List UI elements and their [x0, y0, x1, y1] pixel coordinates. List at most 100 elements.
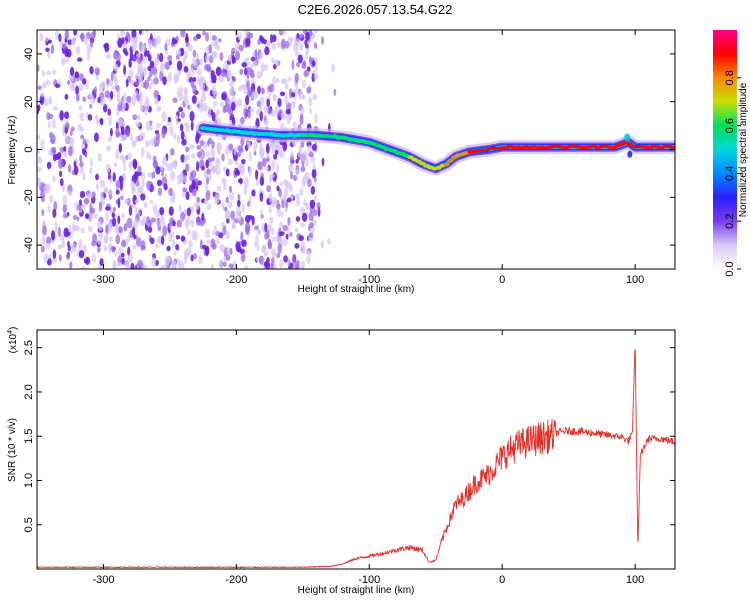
noise-speck — [151, 171, 156, 179]
noise-speck — [168, 206, 174, 216]
noise-speck — [66, 49, 72, 58]
noise-speck — [99, 258, 104, 267]
noise-speck — [80, 227, 85, 234]
noise-speck — [67, 244, 71, 252]
noise-speck — [49, 138, 55, 144]
noise-speck — [225, 230, 230, 240]
noise-speck — [125, 78, 129, 88]
noise-speck — [303, 198, 307, 207]
noise-speck — [185, 146, 190, 153]
noise-speck — [88, 166, 93, 175]
noise-speck — [201, 165, 205, 171]
snr-ytick-label: 2.0 — [23, 384, 35, 399]
noise-speck — [311, 168, 317, 179]
noise-speck — [245, 225, 250, 236]
noise-speck — [115, 121, 119, 131]
noise-speck — [244, 30, 249, 36]
noise-speck — [302, 60, 307, 67]
spectrogram-ytick-label: -20 — [23, 189, 35, 205]
noise-speck — [302, 175, 308, 185]
noise-speck — [154, 209, 161, 218]
noise-speck — [117, 53, 121, 62]
noise-speck — [148, 39, 153, 49]
noise-speck — [308, 56, 313, 65]
noise-speck — [90, 39, 94, 48]
noise-speck — [97, 153, 102, 163]
noise-speck — [206, 239, 212, 244]
noise-speck — [135, 53, 141, 58]
noise-speck — [313, 209, 318, 217]
noise-speck — [290, 171, 294, 180]
noise-speck — [150, 78, 154, 87]
noise-speck — [272, 236, 277, 243]
noise-speck — [243, 184, 248, 195]
noise-speck — [160, 235, 165, 246]
noise-speck — [52, 118, 56, 129]
noise-speck — [240, 137, 244, 148]
noise-speck — [118, 143, 123, 153]
colorbar-tick-label: 0.0 — [724, 261, 736, 276]
noise-speck — [294, 264, 299, 269]
noise-speck — [246, 66, 252, 72]
noise-speck — [187, 44, 193, 52]
noise-speck — [281, 198, 285, 209]
noise-speck — [107, 190, 113, 196]
noise-speck — [154, 58, 160, 66]
noise-speck — [198, 58, 204, 66]
noise-speck — [198, 254, 203, 265]
noise-speck — [178, 86, 184, 93]
noise-speck — [237, 31, 242, 41]
noise-speck — [123, 91, 127, 101]
noise-speck — [104, 90, 111, 99]
noise-speck — [254, 48, 258, 59]
noise-speck — [115, 179, 121, 189]
noise-speck — [276, 203, 281, 211]
noise-speck — [308, 211, 314, 222]
noise-speck — [302, 94, 306, 100]
noise-speck — [280, 78, 286, 85]
noise-speck — [62, 123, 66, 133]
noise-speck — [308, 222, 314, 229]
noise-speck — [117, 37, 123, 48]
noise-speck — [193, 59, 198, 70]
noise-speck — [187, 104, 191, 110]
noise-speck — [300, 34, 304, 39]
noise-speck — [202, 30, 206, 36]
noise-speck — [243, 107, 249, 117]
noise-speck — [266, 229, 270, 239]
noise-speck — [98, 82, 103, 94]
noise-speck — [268, 174, 273, 184]
noise-speck — [291, 91, 296, 98]
noise-speck — [312, 93, 318, 101]
noise-speck — [121, 99, 127, 110]
noise-speck — [139, 219, 145, 226]
noise-speck — [156, 35, 161, 45]
noise-speck — [178, 106, 184, 113]
noise-speck — [100, 118, 104, 126]
noise-speck — [157, 94, 161, 102]
noise-speck — [313, 30, 318, 34]
noise-speck — [161, 111, 167, 122]
noise-speck — [149, 60, 155, 69]
noise-speck — [240, 253, 246, 263]
noise-speck — [183, 253, 187, 265]
noise-speck — [111, 212, 116, 218]
noise-speck — [48, 98, 53, 105]
noise-speck — [168, 187, 173, 197]
noise-speck — [141, 171, 146, 182]
noise-speck — [68, 164, 72, 173]
noise-speck — [176, 134, 181, 144]
noise-speck — [119, 154, 124, 161]
noise-speck — [41, 208, 45, 217]
noise-speck — [229, 192, 235, 201]
noise-speck — [296, 61, 301, 68]
noise-speck — [103, 244, 108, 252]
noise-speck — [192, 76, 197, 83]
noise-speck — [94, 67, 101, 76]
noise-speck — [37, 64, 40, 72]
noise-speck — [133, 170, 139, 181]
noise-speck — [255, 178, 259, 187]
noise-speck — [127, 246, 131, 257]
